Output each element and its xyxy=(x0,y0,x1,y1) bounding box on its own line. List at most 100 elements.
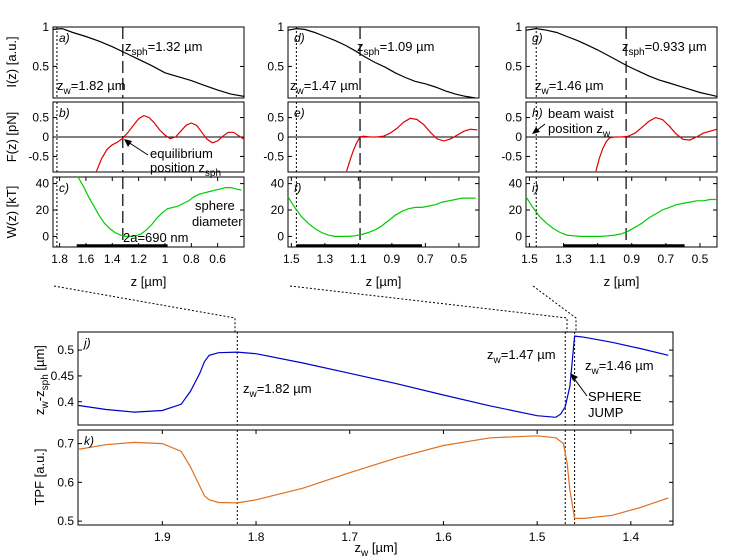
panel-f-xtick-label-1: 1.3 xyxy=(317,252,334,266)
panel-k-series-0 xyxy=(77,435,669,520)
panel-a-series-0 xyxy=(52,27,245,97)
panel-i-ytick-label-2: 40 xyxy=(509,177,523,191)
diameter-label: diameter xyxy=(192,214,243,229)
equilibrium-arrowhead xyxy=(124,139,132,147)
connector-line-1 xyxy=(289,285,568,332)
equilibrium-position-label: position zsph xyxy=(150,160,221,179)
panel-f-frame xyxy=(287,176,480,248)
sphere-size-label: 2a=690 nm xyxy=(123,230,188,245)
panel-k-frame xyxy=(77,429,674,526)
panel-f-ytick-label-2: 40 xyxy=(271,177,285,191)
panel-b-ytick-label-2: 0.5 xyxy=(32,111,49,125)
zw-label-g: zw=1.46 µm xyxy=(535,78,604,97)
panel-b-ytick-label-0: -0.5 xyxy=(28,149,49,163)
panel-j-frame xyxy=(77,331,674,426)
panel-j-label: j) xyxy=(82,336,91,350)
panel-c-xtick-label-6: 0.6 xyxy=(209,252,226,266)
panel-b-series-0 xyxy=(95,114,245,172)
panel-c-xlabel: z [µm] xyxy=(131,274,167,289)
sphere-jump-arrowhead xyxy=(570,373,578,381)
panel-k-xtick-label-5: 1.4 xyxy=(622,530,639,544)
panel-k-xlabel: zw [µm] xyxy=(355,540,398,559)
panel-j-ytick-label-2: 0.5 xyxy=(57,343,74,357)
panel-c-ytick-label-0: 0 xyxy=(42,229,49,243)
zw-label-j-3: zw=1.46 µm xyxy=(585,358,654,377)
panel-c-xtick-label-1: 1.6 xyxy=(78,252,95,266)
panel-e-series-0 xyxy=(346,117,478,172)
sphere-label: sphere xyxy=(195,198,235,213)
panel-f-xtick-label-5: 0.5 xyxy=(451,252,468,266)
panel-k-xtick-label-2: 1.7 xyxy=(341,530,358,544)
panel-c-xtick-label-2: 1.4 xyxy=(104,252,121,266)
panel-k-xtick-label-1: 1.8 xyxy=(248,530,265,544)
panel-i-xtick-label-0: 1.5 xyxy=(521,252,538,266)
panel-g-ytick-label-0: 0.5 xyxy=(505,59,522,73)
panel-f-ytick-label-0: 0 xyxy=(277,229,284,243)
zsph-label-g: zsph=0.933 µm xyxy=(622,39,707,58)
panel-h-ytick-label-1: 0 xyxy=(515,130,522,144)
panel-i-xtick-label-5: 0.5 xyxy=(692,252,709,266)
panel-i-xtick-label-1: 1.3 xyxy=(555,252,572,266)
equilibrium-arrow xyxy=(127,141,149,156)
panel-j-ytick-label-1: 0.45 xyxy=(51,369,75,383)
sphere-jump-arrow xyxy=(572,376,588,397)
zsph-label-d: zsph=1.09 µm xyxy=(357,39,434,58)
panel-a-ytick-label-0: 0.5 xyxy=(32,59,49,73)
panel-a-ytick-label-1: 1 xyxy=(42,20,49,34)
sphere-jump-label-1: SPHERE xyxy=(588,389,642,404)
beam-waist-position-label: position zw xyxy=(548,121,611,140)
zw-label-d: zw=1.47 µm xyxy=(290,78,359,97)
panel-c-xtick-label-3: 1.2 xyxy=(130,252,147,266)
panel-f-series-0 xyxy=(287,196,476,237)
panel-i-label: i) xyxy=(532,181,539,195)
panel-k-ytick-label-2: 0.7 xyxy=(57,437,74,451)
panel-f-label: f) xyxy=(294,181,301,195)
panel-f-xtick-label-2: 1.1 xyxy=(350,252,367,266)
panel-e-label: e) xyxy=(294,106,305,120)
panel-g-ytick-label-1: 1 xyxy=(515,20,522,34)
panel-k-ytick-label-1: 0.6 xyxy=(57,475,74,489)
panel-k-xtick-label-3: 1.6 xyxy=(435,530,452,544)
panel-f-xtick-label-4: 0.7 xyxy=(417,252,434,266)
panel-c-xtick-label-5: 0.8 xyxy=(183,252,200,266)
panel-c-ytick-label-1: 20 xyxy=(36,203,50,217)
connector-line-2 xyxy=(532,285,577,332)
zw-label-j-1: zw=1.82 µm xyxy=(243,381,312,400)
panel-i-ytick-label-1: 20 xyxy=(509,203,523,217)
panel-d-ytick-label-0: 0.5 xyxy=(267,59,284,73)
panel-b-label: b) xyxy=(59,106,70,120)
panel-a-label: a) xyxy=(59,31,70,45)
panel-i-ytick-label-0: 0 xyxy=(515,229,522,243)
panel-k-label: k) xyxy=(84,434,94,448)
panel-i-frame xyxy=(525,176,718,248)
panel-i-xlabel: z [µm] xyxy=(604,274,640,289)
beam-waist-arrowhead xyxy=(532,127,540,134)
panel-a-frame xyxy=(52,26,245,99)
panel-b-ytick-label-1: 0 xyxy=(42,130,49,144)
beam-waist-label: beam waist xyxy=(548,106,614,121)
panel-i-xtick-label-3: 0.9 xyxy=(623,252,640,266)
panel-f-xtick-label-3: 0.9 xyxy=(384,252,401,266)
panel-f-ytick-label-1: 20 xyxy=(271,203,285,217)
panel-d-ytick-label-1: 1 xyxy=(277,20,284,34)
panel-g-frame xyxy=(525,26,718,99)
panel-j-ytick-label-0: 0.4 xyxy=(57,395,74,409)
panel-c-series-0 xyxy=(77,176,242,237)
panel-j-ylabel: zw-zsph [µm] xyxy=(32,345,51,415)
panel-f-xlabel: z [µm] xyxy=(366,274,402,289)
panel-e-ytick-label-0: -0.5 xyxy=(263,149,284,163)
panel-k-ylabel: TPF [a.u.] xyxy=(32,448,47,505)
panel-j-series-0 xyxy=(77,335,669,418)
panel-h-ytick-label-2: 0.5 xyxy=(505,111,522,125)
panel-b-ylabel: F(z) [pN] xyxy=(4,112,19,163)
panel-h-ytick-label-0: -0.5 xyxy=(501,149,522,163)
zw-label-j-2: zw=1.47 µm xyxy=(487,347,556,366)
panel-f-xtick-label-0: 1.5 xyxy=(283,252,300,266)
panel-c-label: c) xyxy=(59,181,69,195)
panel-k-ytick-label-0: 0.5 xyxy=(57,514,74,528)
zsph-label-a: zsph=1.32 µm xyxy=(125,39,202,58)
panel-d-frame xyxy=(287,26,480,99)
panel-g-series-0 xyxy=(525,27,718,97)
panel-a-ylabel: I(z) [a.u.] xyxy=(4,36,19,87)
